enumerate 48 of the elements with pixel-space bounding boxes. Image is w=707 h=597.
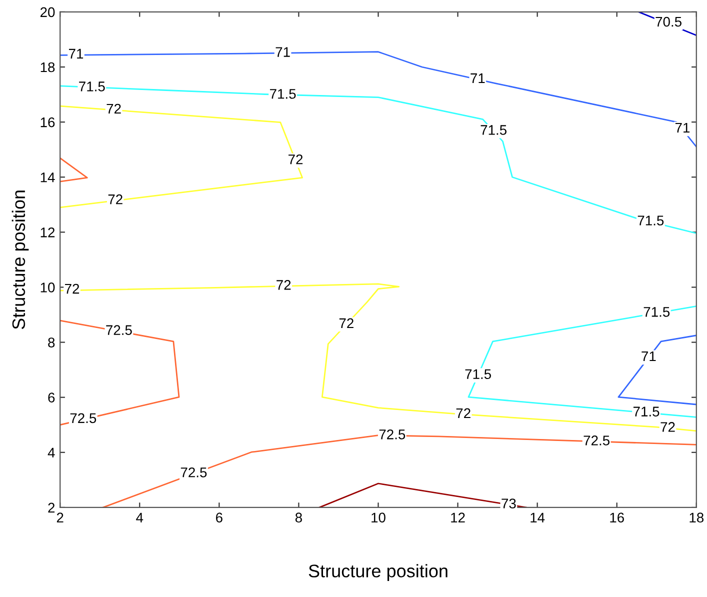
annotation: 72.5 bbox=[70, 413, 96, 424]
annotation: 72.5 bbox=[106, 325, 132, 335]
annotation: 72 bbox=[660, 422, 675, 432]
x-tick-label: 10 bbox=[372, 512, 386, 523]
x-tick-label: 12 bbox=[451, 512, 465, 522]
annotation: 71 bbox=[276, 47, 290, 57]
x-tick-label: 14 bbox=[530, 512, 545, 522]
annotation: 72 bbox=[339, 318, 354, 328]
y-tick-label: 14 bbox=[40, 172, 55, 182]
x-tick-label: 16 bbox=[610, 512, 624, 523]
y-tick-label: 6 bbox=[48, 392, 55, 403]
y-tick-label: 16 bbox=[40, 117, 55, 128]
x-tick-label: 18 bbox=[690, 512, 704, 523]
annotation: 71 bbox=[68, 48, 84, 58]
y-axis-title: Structure position bbox=[12, 190, 29, 330]
annotation: 71 bbox=[675, 122, 690, 133]
annotation: 72.5 bbox=[379, 429, 406, 440]
x-tick-label: 6 bbox=[216, 512, 222, 523]
annotation: 71.5 bbox=[465, 369, 491, 380]
annotation: 71.5 bbox=[644, 307, 670, 317]
x-tick-label: 8 bbox=[295, 512, 302, 523]
annotation: 72.5 bbox=[584, 436, 610, 446]
annotation: 72 bbox=[108, 194, 122, 204]
y-tick-label: 8 bbox=[48, 338, 55, 348]
annotation: 71 bbox=[642, 351, 656, 362]
y-tick-label: 18 bbox=[40, 62, 55, 72]
y-tick-label: 4 bbox=[48, 448, 55, 458]
x-axis-title: Structure position bbox=[308, 564, 448, 581]
annotation: 71.5 bbox=[79, 82, 105, 92]
annotation: 72.5 bbox=[180, 467, 207, 478]
x-tick-label: 2 bbox=[56, 512, 64, 522]
annotation: 71.5 bbox=[480, 125, 507, 135]
annotation: 71.5 bbox=[638, 216, 664, 226]
annotation: 73 bbox=[502, 498, 516, 508]
annotation: 72 bbox=[288, 154, 303, 164]
annotation: 71.5 bbox=[270, 89, 296, 99]
annotation: 72 bbox=[276, 280, 291, 290]
annotation: 71.5 bbox=[633, 406, 660, 416]
annotation: 70.5 bbox=[656, 16, 682, 27]
annotation: 72 bbox=[65, 284, 80, 294]
y-tick-label: 10 bbox=[40, 282, 55, 292]
annotation: 72 bbox=[106, 104, 121, 114]
y-tick-label: 2 bbox=[48, 502, 55, 512]
y-tick-label: 20 bbox=[40, 7, 55, 18]
annotation: 71 bbox=[470, 73, 485, 83]
y-tick-label: 12 bbox=[40, 228, 55, 238]
annotation: 72 bbox=[456, 408, 470, 418]
x-tick-label: 4 bbox=[136, 512, 144, 522]
